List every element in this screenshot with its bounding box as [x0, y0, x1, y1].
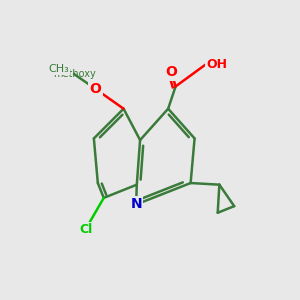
Text: N: N	[130, 197, 142, 212]
Text: O: O	[90, 82, 101, 96]
Text: Cl: Cl	[79, 223, 92, 236]
Text: O: O	[166, 65, 177, 80]
Text: CH₃: CH₃	[48, 64, 69, 74]
Text: methoxy: methoxy	[53, 69, 95, 79]
Text: OH: OH	[206, 58, 227, 70]
